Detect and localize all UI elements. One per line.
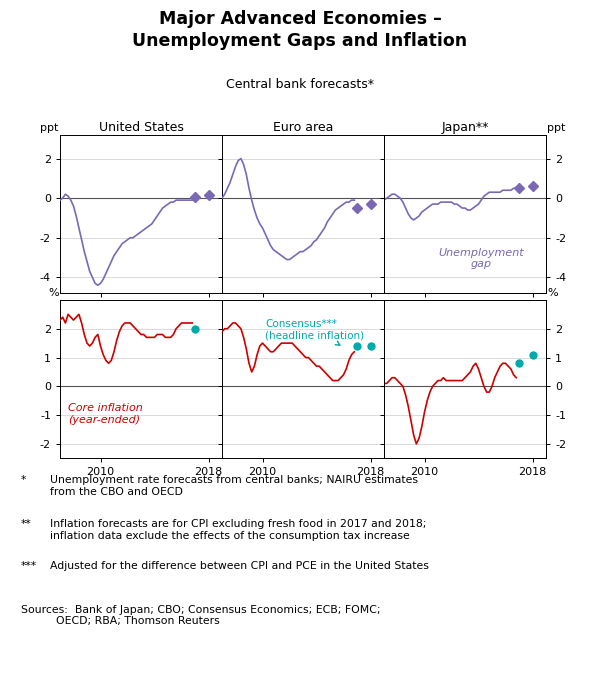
Text: Major Advanced Economies –
Unemployment Gaps and Inflation: Major Advanced Economies – Unemployment … (133, 10, 467, 51)
Text: **: ** (21, 519, 32, 529)
Text: ppt: ppt (547, 123, 566, 133)
Title: Japan**: Japan** (442, 121, 488, 133)
Text: Central bank forecasts*: Central bank forecasts* (226, 78, 374, 90)
Text: Inflation forecasts are for CPI excluding fresh food in 2017 and 2018;
inflation: Inflation forecasts are for CPI excludin… (50, 519, 426, 541)
Text: Consensus***
(headline inflation): Consensus*** (headline inflation) (265, 319, 364, 345)
Title: Euro area: Euro area (273, 121, 333, 133)
Text: Unemployment
gap: Unemployment gap (439, 247, 524, 269)
Text: *: * (21, 475, 26, 485)
Text: ppt: ppt (40, 123, 59, 133)
Text: Core inflation
(year-ended): Core inflation (year-ended) (68, 403, 143, 425)
Text: Unemployment rate forecasts from central banks; NAIRU estimates
from the CBO and: Unemployment rate forecasts from central… (50, 475, 418, 497)
Text: %: % (48, 288, 59, 298)
Text: %: % (547, 288, 558, 298)
Text: Sources:  Bank of Japan; CBO; Consensus Economics; ECB; FOMC;
          OECD; RB: Sources: Bank of Japan; CBO; Consensus E… (21, 605, 380, 626)
Title: United States: United States (98, 121, 184, 133)
Text: Adjusted for the difference between CPI and PCE in the United States: Adjusted for the difference between CPI … (50, 561, 428, 571)
Text: ***: *** (21, 561, 37, 571)
